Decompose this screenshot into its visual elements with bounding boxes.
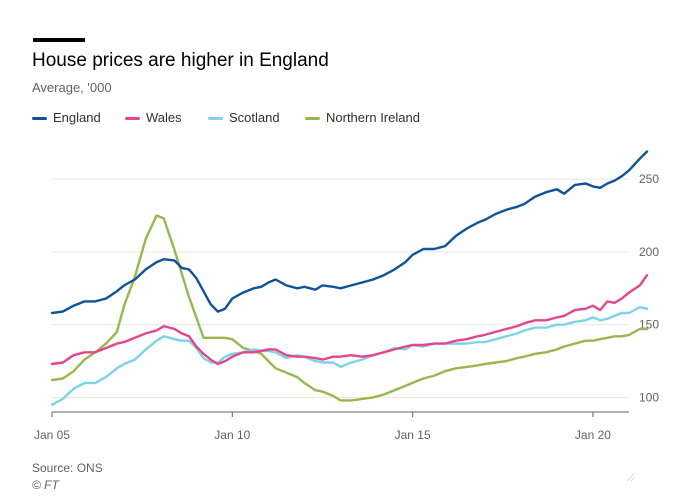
y-tick-label-200: 200: [639, 245, 659, 259]
legend-label-northern-ireland: Northern Ireland: [326, 110, 420, 125]
legend-swatch-northern-ireland: [305, 117, 320, 120]
series-line-england: [50, 150, 649, 315]
resize-corner-icon: [626, 472, 636, 482]
legend-swatch-wales: [125, 117, 140, 120]
series-line-scotland: [50, 306, 649, 406]
copyright: © FT: [32, 478, 59, 492]
x-tick-label-2020: Jan 20: [575, 428, 611, 442]
ft-top-rule: [33, 38, 85, 42]
y-tick-label-100: 100: [639, 390, 659, 404]
x-tick-label-2010: Jan 10: [214, 428, 250, 442]
x-tick-label-2005: Jan 05: [34, 428, 70, 442]
y-tick-label-250: 250: [639, 172, 659, 186]
legend-label-wales: Wales: [146, 110, 182, 125]
series-line-wales: [50, 274, 649, 366]
source-note: Source: ONS: [32, 461, 103, 475]
chart-subtitle: Average, '000: [32, 80, 112, 95]
chart-title: House prices are higher in England: [32, 50, 329, 71]
legend-label-england: England: [53, 110, 101, 125]
series-line-northern-ireland: [50, 214, 649, 402]
legend-label-scotland: Scotland: [229, 110, 280, 125]
legend-swatch-scotland: [208, 117, 223, 120]
legend-swatch-england: [32, 117, 47, 120]
x-tick-label-2015: Jan 15: [395, 428, 431, 442]
